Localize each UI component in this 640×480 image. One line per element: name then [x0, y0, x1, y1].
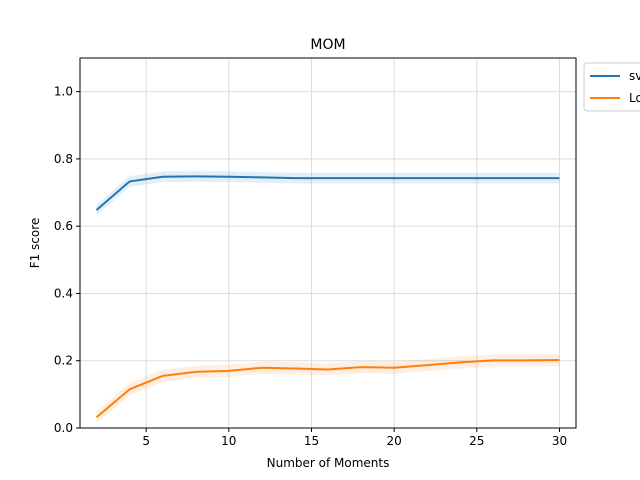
y-tick-label: 0.4 [54, 286, 73, 300]
legend-label-sv: sv [629, 69, 640, 83]
data-point-sv [162, 176, 164, 178]
data-point-sv [558, 177, 560, 179]
data-point-sv [261, 176, 263, 178]
data-point-sv [459, 177, 461, 179]
data-point-sv [393, 177, 395, 179]
x-axis-label: Number of Moments [267, 456, 390, 470]
x-tick-label: 20 [386, 434, 401, 448]
y-tick-label: 0.6 [54, 219, 73, 233]
y-axis-label: F1 score [28, 218, 42, 269]
legend: sv Lo [583, 62, 640, 112]
series-lines [95, 175, 560, 419]
data-point-sv [129, 180, 131, 182]
data-point-lo [525, 359, 527, 361]
data-point-sv [492, 177, 494, 179]
x-tick-label: 15 [304, 434, 319, 448]
data-point-sv [327, 177, 329, 179]
y-tick-label: 0.2 [54, 354, 73, 368]
data-point-lo [228, 370, 230, 372]
data-point-lo [162, 375, 164, 377]
band-sv [96, 171, 560, 216]
data-point-sv [360, 177, 362, 179]
plot-frame [79, 57, 577, 429]
x-tick-label: 30 [552, 434, 567, 448]
data-point-sv [195, 175, 197, 177]
x-tick-label: 25 [469, 434, 484, 448]
data-point-lo [459, 361, 461, 363]
chart-title: MOM [310, 37, 345, 53]
data-point-lo [327, 368, 329, 370]
data-point-lo [393, 367, 395, 369]
x-tick-label: 10 [221, 434, 236, 448]
y-axis-ticks: 0.0 0.2 0.4 0.6 0.8 1.0 [54, 85, 80, 435]
data-point-lo [360, 366, 362, 368]
data-point-lo [558, 359, 560, 361]
legend-label-lo: Lo [629, 91, 640, 105]
data-point-sv [96, 209, 98, 211]
y-tick-label: 1.0 [54, 85, 73, 99]
y-tick-label: 0.0 [54, 421, 73, 435]
data-point-lo [426, 364, 428, 366]
data-point-sv [294, 177, 296, 179]
y-tick-label: 0.8 [54, 152, 73, 166]
data-point-sv [525, 177, 527, 179]
data-point-lo [492, 359, 494, 361]
data-point-lo [195, 371, 197, 373]
data-point-sv [426, 177, 428, 179]
data-point-lo [294, 367, 296, 369]
x-tick-label: 5 [142, 434, 150, 448]
data-point-lo [261, 367, 263, 369]
x-axis-ticks: 5 10 15 20 25 30 [142, 428, 567, 448]
data-point-lo [129, 388, 131, 390]
series-line-lo [95, 359, 560, 419]
data-point-sv [228, 176, 230, 178]
data-point-lo [96, 416, 98, 418]
series-line-sv [95, 175, 560, 211]
